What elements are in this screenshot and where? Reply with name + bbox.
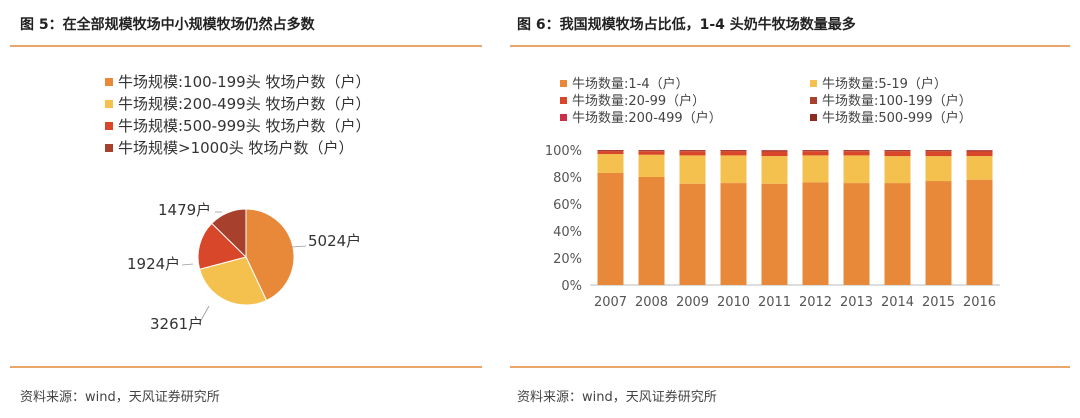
bar-segment [638, 150, 665, 152]
bar-segment [638, 151, 665, 155]
bar-segment [679, 151, 706, 156]
pie-value-label: 1479户 [158, 201, 211, 219]
pie-legend-swatch [105, 78, 113, 86]
bar-legend-label: 牛场数量:5-19（户） [822, 76, 947, 92]
bar-legend-swatch [810, 97, 817, 104]
y-tick-label: 100% [545, 144, 582, 159]
bar-legend-label: 牛场数量:1-4（户） [572, 76, 689, 92]
x-tick-label: 2016 [963, 295, 996, 310]
left-source-note: 资料来源：wind，天风证券研究所 [20, 390, 220, 405]
bar-segment [761, 150, 788, 152]
bar-segment [761, 183, 788, 285]
bar-segment [720, 183, 747, 285]
x-tick-label: 2011 [758, 295, 791, 310]
bar-legend-label: 牛场数量:20-99（户） [572, 93, 705, 109]
bar-legend-label: 牛场数量:500-999（户） [822, 110, 972, 126]
pie-legend-swatch [105, 144, 113, 152]
bar-segment [884, 183, 911, 285]
bar-legend-swatch [810, 80, 817, 87]
bar-legend-label: 牛场数量:200-499（户） [572, 110, 722, 126]
bar-segment [597, 172, 624, 285]
pie-label-leader [181, 263, 194, 266]
pie-slice [197, 222, 247, 270]
bar-segment [679, 183, 706, 285]
stacked-bar-chart: 牛场数量:1-4（户） 牛场数量:5-19（户）牛场数量:20-99（户） 牛场数量… [545, 76, 1000, 310]
x-tick-label: 2008 [635, 295, 668, 310]
bar-legend-swatch [560, 80, 567, 87]
bar-segment [679, 150, 706, 152]
bar-segment [925, 150, 952, 152]
bar-segment [966, 179, 993, 285]
y-tick-label: 40% [553, 225, 582, 240]
bar-segment [884, 156, 911, 184]
pie-label-leader [291, 245, 307, 248]
x-tick-label: 2010 [717, 295, 750, 310]
pie-legend-label: 牛场规模:100-199头 牧场户数（户） [118, 73, 371, 91]
y-tick-label: 60% [553, 198, 582, 213]
x-tick-label: 2009 [676, 295, 709, 310]
bar-segment [597, 151, 624, 155]
x-tick-label: 2007 [594, 295, 627, 310]
bar-segment [843, 183, 870, 285]
pie-value-label: 5024户 [308, 232, 361, 250]
bar-segment [761, 151, 788, 157]
right-figure-title: 图 6：我国规模牧场占比低，1-4 头奶牛牧场数量最多 [517, 17, 856, 33]
bar-segment [638, 154, 665, 177]
pie-slice [245, 208, 295, 302]
bar-segment [884, 150, 911, 152]
bar-segment [843, 151, 870, 156]
bar-segment [843, 155, 870, 184]
bar-legend-swatch [560, 97, 567, 104]
bar-segment [597, 154, 624, 173]
bar-segment [966, 156, 993, 180]
bar-segment [925, 151, 952, 157]
bar-segment [761, 156, 788, 184]
x-tick-label: 2015 [922, 295, 955, 310]
bar-segment [925, 156, 952, 182]
left-figure-title: 图 5：在全部规模牧场中小规模牧场仍然占多数 [20, 17, 315, 33]
left-bottom-rule [10, 366, 482, 368]
pie-legend-label: 牛场规模:500-999头 牧场户数（户） [118, 117, 371, 135]
bar-segment [802, 151, 829, 156]
bar-segment [720, 150, 747, 152]
bar-segment [925, 181, 952, 285]
bar-segment [802, 182, 829, 285]
bar-legend-label: 牛场数量:100-199（户） [822, 93, 972, 109]
bar-legend-swatch [810, 114, 817, 121]
bar-segment [597, 150, 624, 152]
pie-label-leader [199, 305, 210, 323]
pie-legend-swatch [105, 122, 113, 130]
pie-slice [211, 208, 247, 259]
right-bottom-rule [510, 366, 1070, 368]
pie-chart: 牛场规模:100-199头 牧场户数（户） 牛场规模:200-499头 牧场户数（… [105, 73, 371, 333]
bar-segment [720, 151, 747, 156]
right-source-note: 资料来源：wind，天风证券研究所 [517, 390, 717, 405]
x-tick-label: 2013 [840, 295, 873, 310]
pie-slice [198, 256, 268, 306]
pie-value-label: 3261户 [150, 315, 203, 333]
bar-segment [802, 150, 829, 152]
bar-segment [638, 177, 665, 285]
bar-segment [720, 155, 747, 184]
y-tick-label: 0% [561, 279, 582, 294]
x-tick-label: 2014 [881, 295, 914, 310]
y-tick-label: 20% [553, 252, 582, 267]
left-title-rule [10, 45, 482, 47]
y-tick-label: 80% [553, 171, 582, 186]
pie-legend-label: 牛场规模:200-499头 牧场户数（户） [118, 95, 371, 113]
pie-legend-label: 牛场规模>1000头 牧场户数（户） [118, 139, 354, 157]
bar-segment [966, 150, 993, 152]
bar-segment [966, 151, 993, 157]
bar-segment [679, 155, 706, 184]
right-title-rule [510, 45, 1070, 47]
bar-segment [884, 151, 911, 157]
pie-legend-swatch [105, 100, 113, 108]
bar-segment [802, 155, 829, 183]
pie-value-label: 1924户 [127, 255, 180, 273]
bar-segment [843, 150, 870, 152]
bar-legend-swatch [560, 114, 567, 121]
x-tick-label: 2012 [799, 295, 832, 310]
